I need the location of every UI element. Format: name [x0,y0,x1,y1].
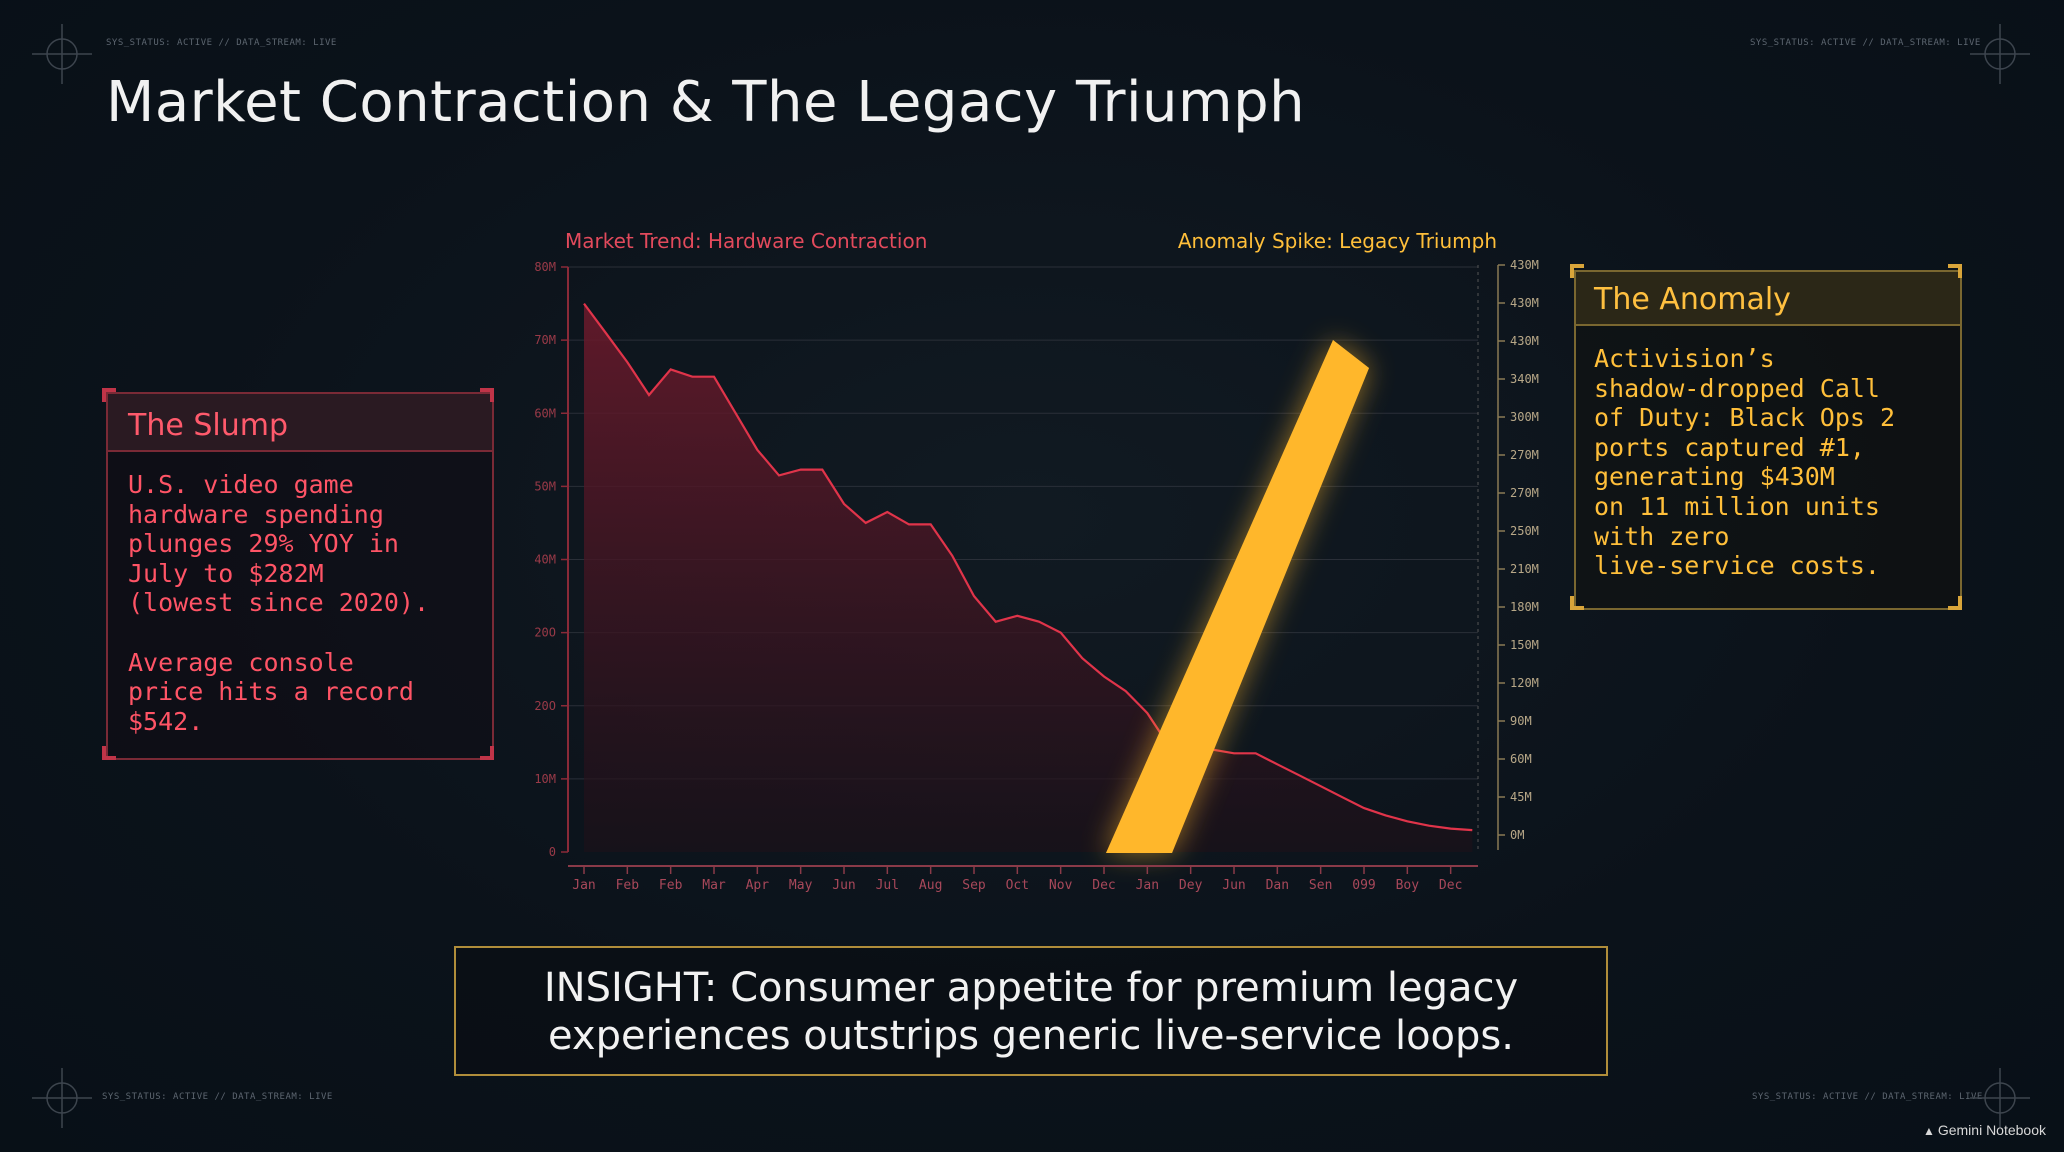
y2-tick-label: 340M [1510,372,1539,386]
corner-bracket [1948,596,1962,610]
corner-bracket [1570,596,1584,610]
crosshair-icon [32,24,92,84]
x-tick-label: Jan [572,878,595,893]
x-tick-label: Jun [1222,878,1245,893]
brand-label: ▲ Gemini Notebook [1923,1122,2046,1138]
slump-heading: The Slump [108,394,492,452]
brand-icon: ▲ [1922,1124,1935,1138]
y2-tick-label: 430M [1510,296,1539,310]
x-tick-label: Boy [1396,878,1420,893]
y-tick-label: 0 [549,845,556,859]
y2-tick-label: 300M [1510,410,1539,424]
status-text-top-left: SYS_STATUS: ACTIVE // DATA_STREAM: LIVE [106,38,337,48]
anomaly-panel: The Anomaly Activision’s shadow-dropped … [1574,270,1962,610]
x-tick-label: Nov [1049,878,1073,893]
y-tick-label: 20O [534,626,556,640]
spike-bar [1106,340,1369,853]
corner-bracket [102,388,116,402]
y2-tick-label: 270M [1510,448,1539,462]
x-tick-label: Oct [1006,878,1029,893]
x-tick-label: Aug [919,878,942,893]
corner-bracket [480,388,494,402]
corner-bracket [102,746,116,760]
left-series-label: Market Trend: Hardware Contraction [565,229,927,253]
right-series-label: Anomaly Spike: Legacy Triumph [1178,229,1497,253]
brand-text: Gemini Notebook [1937,1122,2046,1138]
corner-bracket [1570,264,1584,278]
y2-tick-label: 270M [1510,486,1539,500]
y-tick-label: 40M [534,553,556,567]
corner-bracket [480,746,494,760]
insight-line-2: experiences outstrips generic live-servi… [548,1013,1514,1059]
y-tick-label: 50M [534,479,556,493]
corner-bracket [1948,264,1962,278]
x-tick-label: May [789,878,813,893]
x-tick-label: Feb [616,878,640,893]
crosshair-icon [1970,24,2030,84]
y2-tick-label: 210M [1510,562,1539,576]
area-fill [584,303,1473,853]
y2-tick-label: 250M [1510,524,1539,538]
x-tick-label: Apr [746,878,770,893]
y2-tick-label: 150M [1510,638,1539,652]
anomaly-body: Activision’s shadow-dropped Call of Duty… [1594,344,1896,581]
y-tick-label: 10M [534,772,556,786]
x-tick-label: Sep [962,878,986,893]
x-tick-label: Dec [1439,878,1462,893]
x-tick-label: Feb [659,878,683,893]
status-text-bottom-right: SYS_STATUS: ACTIVE // DATA_STREAM: LIVE [1752,1092,1983,1102]
x-tick-label: Mar [702,878,726,893]
x-tick-label: Jan [1136,878,1159,893]
insight-box: INSIGHT: Consumer appetite for premium l… [454,946,1608,1076]
slump-panel: The Slump U.S. video game hardware spend… [106,392,494,760]
y2-tick-label: 90M [1510,714,1532,728]
status-text-top-right: SYS_STATUS: ACTIVE // DATA_STREAM: LIVE [1750,38,1981,48]
y2-tick-label: 60M [1510,752,1532,766]
y-tick-label: 20O [534,699,556,713]
y2-tick-label: 120M [1510,676,1539,690]
y2-tick-label: 430M [1510,258,1539,272]
slump-body: U.S. video game hardware spending plunge… [128,470,430,736]
status-text-bottom-left: SYS_STATUS: ACTIVE // DATA_STREAM: LIVE [102,1092,333,1102]
anomaly-heading: The Anomaly [1576,272,1960,326]
area-series-line [583,302,1473,832]
x-tick-label: Dec [1092,878,1115,893]
x-tick-label: Jul [876,878,899,893]
crosshair-icon [32,1068,92,1128]
x-tick-label: 099 [1352,878,1375,893]
y2-tick-label: 0M [1510,828,1524,842]
page-title: Market Contraction & The Legacy Triumph [106,70,1306,135]
x-tick-label: Jun [832,878,855,893]
y2-tick-label: 430M [1510,334,1539,348]
y2-tick-label: 180M [1510,600,1539,614]
insight-line-1: INSIGHT: Consumer appetite for premium l… [543,965,1519,1011]
y-tick-label: 80M [534,260,556,274]
x-tick-label: Dey [1179,878,1203,893]
x-tick-label: Dan [1266,878,1289,893]
x-tick-label: Sen [1309,878,1332,893]
y-tick-label: 70M [534,333,556,347]
crosshair-icon [1970,1068,2030,1128]
y-tick-label: 60M [534,406,556,420]
y2-tick-label: 45M [1510,790,1532,804]
